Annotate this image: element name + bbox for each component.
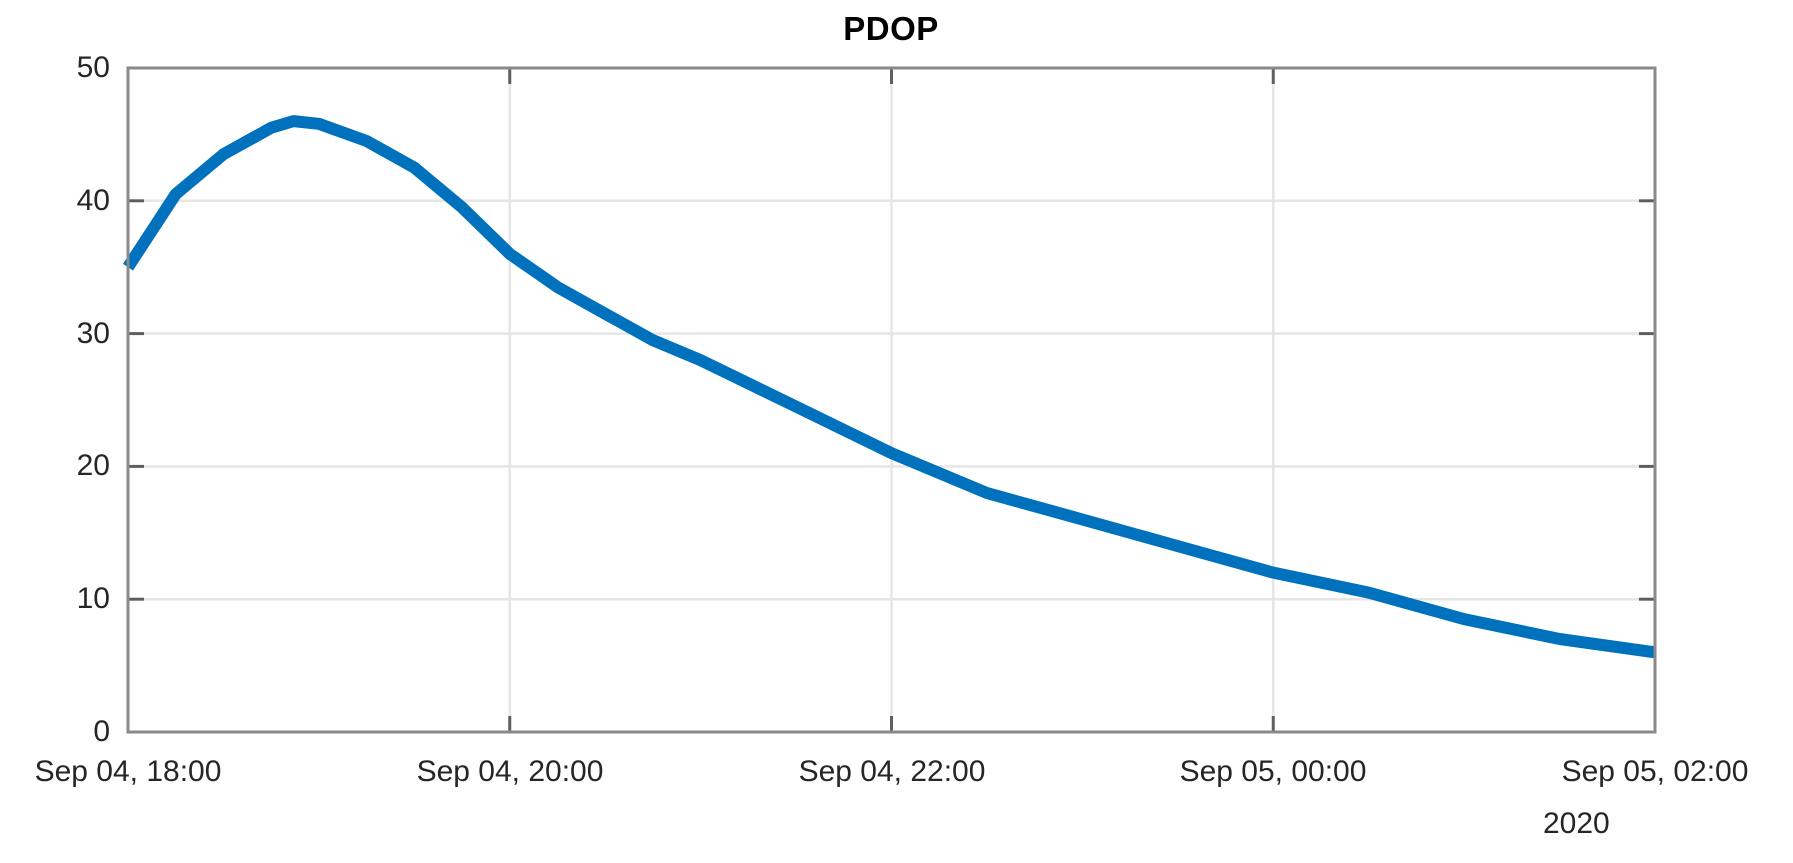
chart-title: PDOP: [843, 10, 939, 47]
y-tick-label-20: 20: [76, 449, 110, 482]
y-tick-label-30: 30: [76, 317, 110, 350]
x-tick-label-2200: Sep 04, 22:00: [798, 755, 986, 788]
x-tick-label-0200: Sep 05, 02:00: [1561, 755, 1749, 788]
y-tick-label-50: 50: [76, 51, 110, 84]
y-tick-label-40: 40: [76, 184, 110, 217]
x-tick-label-1800: Sep 04, 18:00: [34, 755, 222, 788]
x-tick-label-0000: Sep 05, 00:00: [1179, 755, 1367, 788]
x-tick-label-2000: Sep 04, 20:00: [416, 755, 604, 788]
x-axis-year-label: 2020: [1543, 807, 1610, 840]
y-tick-label-0: 0: [93, 715, 110, 748]
axes-box: [126, 66, 1657, 734]
y-tick-label-10: 10: [76, 582, 110, 615]
pdop-line: [122, 115, 1656, 659]
